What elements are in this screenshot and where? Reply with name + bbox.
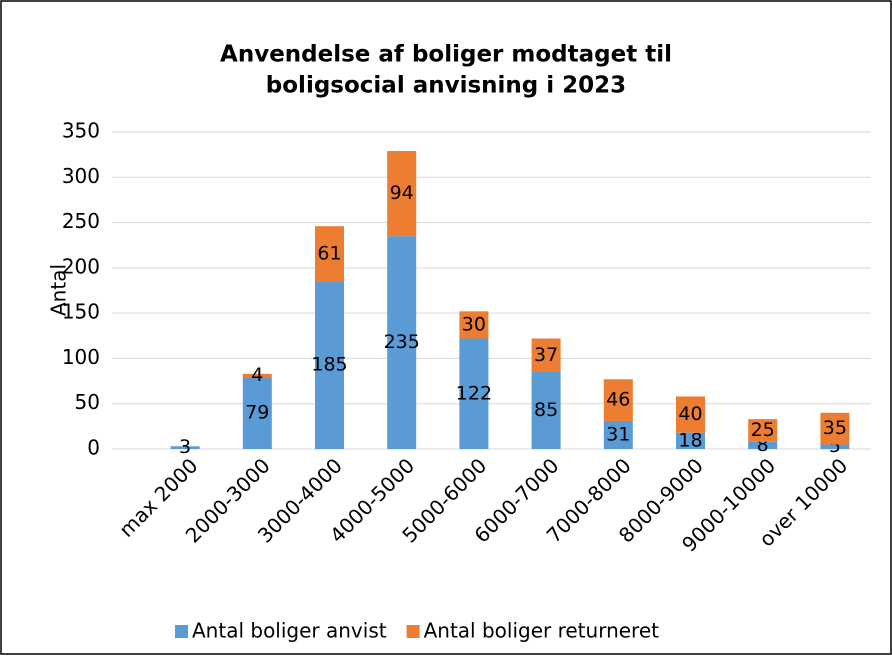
bar-segment (748, 441, 778, 449)
data-label: 46 (606, 389, 630, 411)
bar-segment (387, 236, 417, 449)
bar-segment (170, 446, 200, 449)
y-tick-label: 0 (87, 436, 100, 460)
bar-segment (531, 338, 561, 373)
y-tick-label: 100 (62, 345, 100, 369)
data-label: 3 (179, 436, 191, 458)
y-tick-label: 300 (62, 164, 100, 188)
y-tick-label: 250 (62, 209, 100, 233)
data-label: 122 (456, 382, 492, 404)
y-tick-label: 200 (62, 254, 100, 278)
chart-title: Anvendelse af boliger modtaget til (220, 42, 672, 68)
legend-swatch (406, 625, 420, 638)
bar-segment (242, 377, 272, 449)
data-label: 94 (390, 182, 414, 204)
data-label: 4 (251, 364, 263, 386)
bar-segment (820, 444, 850, 449)
chart-title: boligsocial anvisning i 2023 (266, 73, 626, 99)
data-label: 18 (678, 429, 702, 451)
y-axis-label: Antal (47, 264, 71, 316)
bar-segment (748, 419, 778, 442)
data-label: 31 (606, 423, 630, 445)
bar-segment (459, 338, 489, 449)
y-tick-label: 350 (62, 119, 100, 143)
data-label: 61 (317, 242, 341, 264)
legend-swatch (175, 625, 188, 638)
data-label: 35 (823, 417, 847, 439)
bar-segment (387, 151, 417, 237)
data-label: 79 (245, 402, 269, 424)
data-label: 37 (534, 344, 558, 366)
bar-segment (315, 281, 344, 449)
bar-segment (603, 420, 633, 449)
bar-segment (531, 372, 561, 449)
bar-segment (242, 373, 272, 378)
data-label: 235 (384, 331, 420, 353)
data-label: 185 (311, 354, 347, 376)
y-tick-label: 150 (62, 300, 100, 324)
bar-segment (820, 412, 850, 445)
bar-segment (676, 432, 705, 449)
legend-label: Antal boliger returneret (424, 619, 660, 643)
legend-label: Antal boliger anvist (192, 619, 387, 643)
y-tick-label: 50 (75, 390, 100, 414)
bar-segment (459, 311, 489, 339)
bar-segment (315, 226, 344, 282)
bar-segment (603, 379, 633, 421)
bar-segment (676, 396, 705, 433)
data-label: 85 (534, 399, 558, 421)
data-label: 40 (678, 403, 702, 425)
data-label: 30 (462, 313, 486, 335)
data-label: 25 (751, 419, 775, 441)
